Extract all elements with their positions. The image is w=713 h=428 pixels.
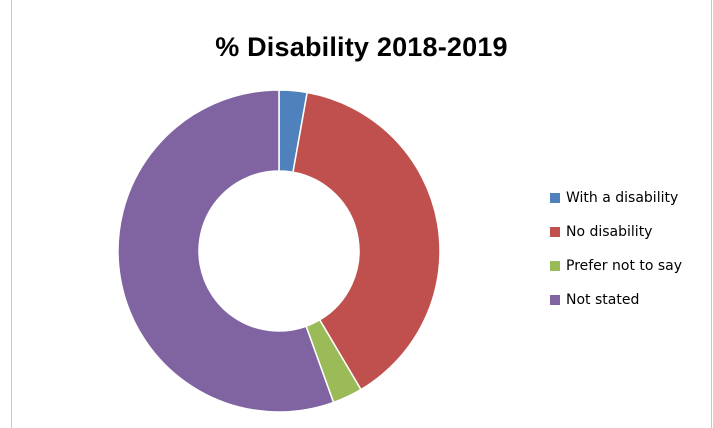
- legend-label: Not stated: [566, 292, 640, 308]
- donut-slice-not-stated: [117, 89, 335, 413]
- legend-swatch: [550, 295, 560, 305]
- legend-label: Prefer not to say: [566, 258, 683, 274]
- chart-area: % Disability 2018-2019 With a disability…: [11, 0, 712, 428]
- legend-swatch: [550, 193, 560, 203]
- donut-slice-no-disability: [292, 91, 441, 391]
- legend-label: With a disability: [566, 190, 679, 206]
- legend-swatch: [550, 261, 560, 271]
- legend-label: No disability: [566, 224, 653, 240]
- donut-chart: [117, 89, 441, 413]
- chart-title: % Disability 2018-2019: [215, 32, 508, 62]
- legend-swatch: [550, 227, 560, 237]
